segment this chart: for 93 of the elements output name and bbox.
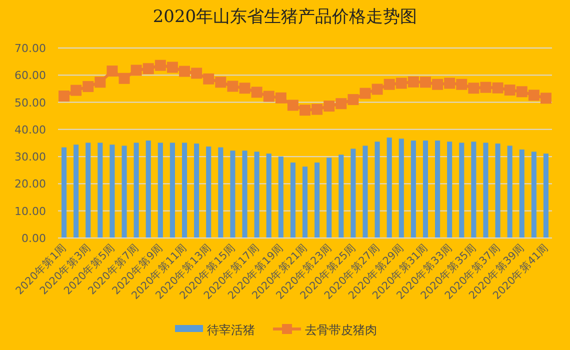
- point: [468, 82, 480, 94]
- point: [94, 76, 106, 88]
- bar: [374, 142, 380, 238]
- y-tick-label: 50.00: [14, 96, 46, 110]
- y-tick-label: 20.00: [14, 178, 46, 191]
- point: [348, 94, 359, 106]
- legend-label: 待宰活猪: [207, 323, 255, 337]
- point: [540, 92, 552, 104]
- bar: [386, 138, 392, 238]
- point: [408, 76, 419, 88]
- y-tick-label: 0.00: [22, 232, 46, 245]
- bar: [447, 142, 452, 238]
- point: [444, 78, 456, 89]
- point: [287, 100, 298, 111]
- point: [504, 84, 516, 96]
- point: [275, 92, 286, 104]
- point: [263, 90, 274, 102]
- y-tick-label: 40.00: [14, 123, 46, 136]
- bar: [495, 144, 500, 238]
- bar: [146, 140, 151, 238]
- point: [106, 66, 118, 77]
- point: [384, 78, 395, 90]
- point: [70, 84, 82, 96]
- bar: [362, 146, 368, 238]
- bar: [350, 148, 356, 238]
- bar: [98, 142, 103, 238]
- point: [456, 78, 468, 90]
- point: [215, 76, 226, 88]
- bar: [290, 162, 296, 238]
- point: [142, 63, 154, 74]
- bar: [110, 144, 115, 238]
- bar: [61, 147, 67, 238]
- point: [239, 82, 250, 94]
- bar: [410, 140, 416, 238]
- point: [480, 82, 492, 93]
- bar: [302, 166, 308, 238]
- y-tick-label: 30.00: [14, 150, 46, 164]
- bar: [471, 142, 476, 238]
- y-tick-label: 10.00: [14, 204, 46, 218]
- point: [516, 86, 528, 98]
- bar: [326, 158, 332, 238]
- bar: [182, 142, 188, 238]
- point: [58, 90, 70, 102]
- point: [528, 90, 540, 101]
- y-tick-label: 60.00: [14, 69, 46, 82]
- bar: [122, 146, 127, 238]
- y-tick-label: 70.00: [14, 42, 46, 55]
- point: [372, 84, 383, 95]
- bar: [314, 162, 320, 238]
- legend-label: 去骨带皮猪肉: [305, 323, 377, 337]
- point: [227, 80, 238, 92]
- point: [251, 86, 262, 98]
- chart-title: 2020年山东省生猪产品价格走势图: [152, 7, 418, 27]
- point: [130, 64, 142, 76]
- bar: [254, 152, 260, 238]
- bar: [435, 140, 440, 238]
- point: [336, 98, 347, 110]
- bar: [483, 142, 488, 238]
- point: [118, 72, 130, 84]
- bar: [218, 147, 224, 238]
- point: [203, 73, 214, 84]
- bar: [422, 140, 428, 238]
- point: [324, 100, 335, 112]
- bar: [519, 150, 524, 238]
- point: [300, 104, 310, 116]
- bar: [531, 152, 536, 238]
- point: [191, 68, 202, 79]
- bar: [459, 142, 464, 238]
- bar: [230, 150, 236, 238]
- bar: [507, 146, 512, 238]
- point: [420, 76, 431, 88]
- bar: [206, 146, 212, 238]
- bar: [543, 154, 549, 238]
- bar: [86, 142, 91, 238]
- bar: [170, 142, 175, 238]
- point: [179, 66, 190, 77]
- point: [432, 78, 444, 90]
- bar: [74, 144, 79, 238]
- point: [82, 81, 94, 92]
- point: [166, 62, 178, 73]
- point: [312, 104, 323, 115]
- point: [154, 60, 166, 71]
- bar: [194, 144, 200, 238]
- bar: [158, 142, 163, 238]
- bar: [278, 156, 284, 238]
- bar: [134, 142, 139, 238]
- bar: [338, 154, 344, 238]
- point: [492, 82, 504, 94]
- bar: [266, 154, 272, 238]
- bar: [242, 150, 248, 238]
- point: [360, 88, 371, 99]
- bar: [398, 138, 404, 238]
- point: [396, 78, 407, 89]
